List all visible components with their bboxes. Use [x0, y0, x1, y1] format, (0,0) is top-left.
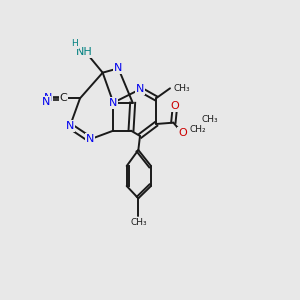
Text: N: N — [136, 84, 144, 94]
Text: C: C — [59, 93, 67, 103]
Text: NH: NH — [76, 47, 93, 57]
Text: CH₃: CH₃ — [202, 115, 218, 124]
Text: N: N — [66, 121, 74, 131]
Text: O: O — [171, 101, 179, 111]
Text: N: N — [114, 63, 122, 73]
Text: N: N — [44, 93, 52, 103]
Text: O: O — [178, 128, 187, 138]
Text: N: N — [109, 98, 118, 108]
Text: N: N — [86, 134, 94, 144]
Text: CH₂: CH₂ — [189, 125, 206, 134]
Text: N: N — [42, 97, 50, 107]
Text: CH₃: CH₃ — [130, 218, 147, 227]
Text: CH₃: CH₃ — [174, 84, 190, 93]
Text: H: H — [72, 39, 78, 48]
